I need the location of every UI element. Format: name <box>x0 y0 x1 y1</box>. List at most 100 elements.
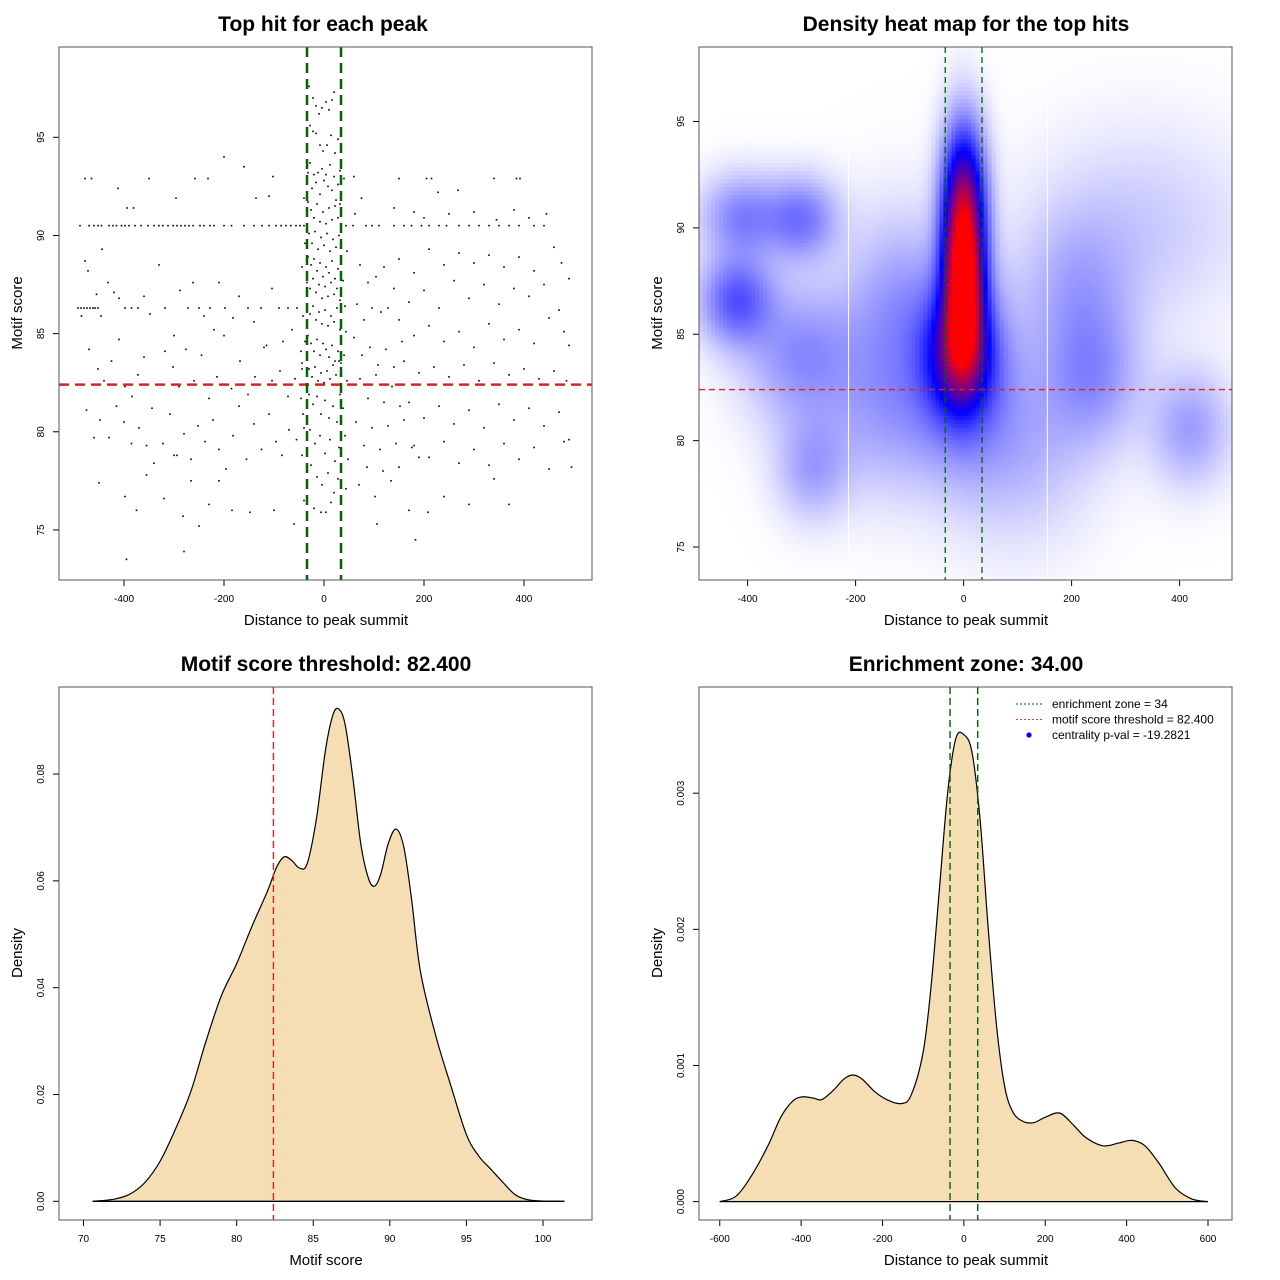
heatmap-cell <box>935 83 941 88</box>
heatmap-cell <box>1179 163 1185 168</box>
heatmap-cell <box>719 59 724 64</box>
heatmap-cell <box>823 115 828 120</box>
scatter-point <box>185 348 187 351</box>
scatter-point <box>391 385 393 388</box>
heatmap-cell <box>947 143 953 148</box>
scatter-point <box>316 395 318 398</box>
heatmap-cell <box>1011 139 1017 144</box>
heatmap-cell <box>891 127 896 132</box>
heatmap-cell <box>891 59 896 64</box>
heatmap-cell <box>1211 151 1217 156</box>
heatmap-cell <box>787 127 792 132</box>
heatmap-cell <box>835 51 840 56</box>
heatmap-cell <box>859 103 864 108</box>
heatmap-cell <box>975 119 981 124</box>
heatmap-cell <box>863 55 868 60</box>
heatmap-cell <box>911 83 917 88</box>
heatmap-cell <box>1155 75 1161 80</box>
heatmap-cell <box>967 55 973 60</box>
heatmap-cell <box>1179 139 1185 144</box>
heatmap-cell <box>847 51 852 56</box>
heatmap-cell <box>923 163 929 168</box>
heatmap-cell <box>719 119 724 124</box>
heatmap-cell <box>983 123 989 128</box>
heatmap-cell <box>775 103 780 108</box>
heatmap-cell <box>831 147 836 152</box>
heatmap-cell <box>959 175 965 180</box>
heatmap-cell <box>923 67 929 72</box>
heatmap-cell <box>719 151 724 156</box>
heatmap-cell <box>819 67 824 72</box>
heatmap-cell <box>879 151 884 156</box>
heatmap-cell <box>895 167 900 172</box>
heatmap-cell <box>715 163 720 168</box>
heatmap-cell <box>787 159 792 164</box>
heatmap-cell <box>799 59 804 64</box>
heatmap-cell <box>867 71 872 76</box>
heatmap-cell <box>1115 75 1121 80</box>
heatmap-cell <box>1059 167 1065 172</box>
heatmap-cell <box>1215 83 1221 88</box>
heatmap-cell <box>1219 123 1225 128</box>
heatmap-cell <box>1155 119 1161 124</box>
heatmap-cell <box>1091 155 1097 160</box>
heatmap-cell <box>1003 107 1009 112</box>
heatmap-cell <box>1031 159 1037 164</box>
heatmap-cell <box>863 167 868 172</box>
heatmap-cell <box>895 127 900 132</box>
heatmap-cell <box>1131 59 1137 64</box>
heatmap-cell <box>895 171 900 176</box>
scatter-point <box>83 307 85 309</box>
heatmap-cell <box>1191 127 1197 132</box>
scatter-point <box>478 224 480 227</box>
heatmap-cell <box>1099 131 1105 136</box>
heatmap-cell <box>1047 139 1053 144</box>
heatmap-cell <box>1027 143 1033 148</box>
heatmap-cell <box>755 95 760 100</box>
heatmap-cell <box>1019 99 1025 104</box>
heatmap-cell <box>747 159 752 164</box>
heatmap-cell <box>947 63 953 68</box>
heatmap-cell <box>935 179 941 184</box>
scatter-point <box>313 216 315 219</box>
heatmap-cell <box>1075 167 1081 172</box>
heatmap-cell <box>739 79 744 84</box>
heatmap-cell <box>951 95 957 100</box>
heatmap-cell <box>1183 111 1189 116</box>
heatmap-cell <box>711 131 716 136</box>
heatmap-cell <box>1187 79 1193 84</box>
heatmap-cell <box>1031 119 1037 124</box>
heatmap-cell <box>735 151 740 156</box>
heatmap-cell <box>811 79 816 84</box>
heatmap-cell <box>1103 47 1109 52</box>
heatmap-cell <box>827 151 832 156</box>
heatmap-cell <box>1183 163 1189 168</box>
heatmap-cell <box>795 131 800 136</box>
heatmap-cell <box>1031 79 1037 84</box>
heatmap-cell <box>719 83 724 88</box>
heatmap-cell <box>867 163 872 168</box>
heatmap-cell <box>727 119 732 124</box>
heatmap-cell <box>959 59 965 64</box>
heatmap-cell <box>931 79 937 84</box>
heatmap-cell <box>1215 55 1221 60</box>
heatmap-cell <box>795 155 800 160</box>
heatmap-cell <box>787 175 792 180</box>
heatmap-cell <box>715 115 720 120</box>
heatmap-cell <box>715 67 720 72</box>
scatter-point <box>239 360 241 362</box>
heatmap-cell <box>907 75 912 80</box>
scatter-point <box>331 189 333 192</box>
heatmap-cell <box>899 83 904 88</box>
heatmap-cell <box>963 75 969 80</box>
heatmap-cell <box>943 83 949 88</box>
heatmap-cell <box>1187 47 1193 52</box>
heatmap-cell <box>827 135 832 140</box>
heatmap-cell <box>767 159 772 164</box>
heatmap-cell <box>931 67 937 72</box>
heatmap-cell <box>935 175 941 180</box>
heatmap-cell <box>795 163 800 168</box>
heatmap-cell <box>875 99 880 104</box>
heatmap-cell <box>759 119 764 124</box>
scatter-point <box>367 281 369 284</box>
